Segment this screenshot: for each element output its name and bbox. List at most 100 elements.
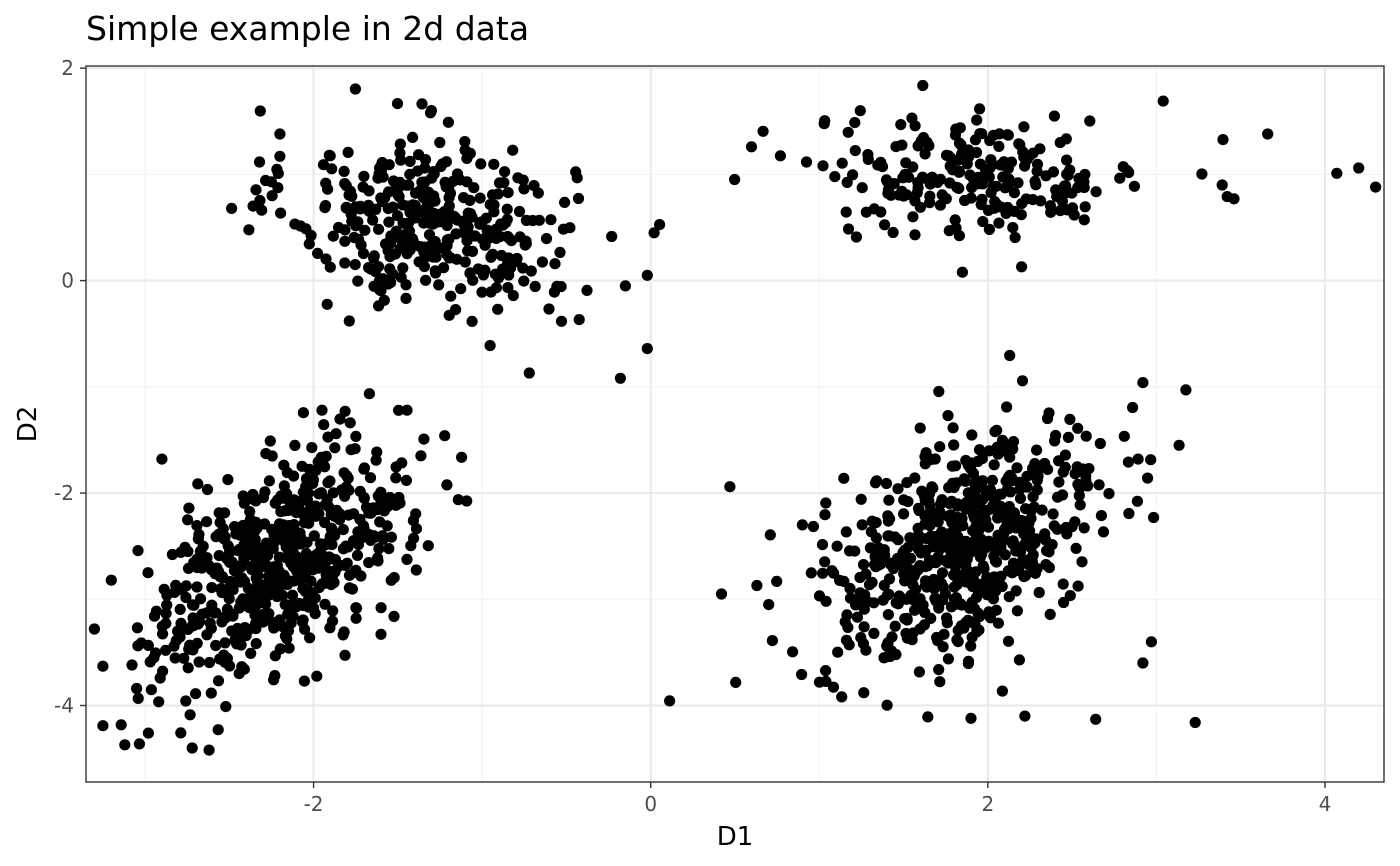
data-point [1010, 585, 1022, 597]
data-point [346, 583, 358, 595]
data-point [1137, 377, 1149, 389]
data-point [573, 314, 585, 326]
data-point [397, 262, 409, 274]
data-point [813, 590, 826, 602]
data-point [942, 410, 954, 422]
data-point [952, 624, 964, 637]
data-point [1036, 504, 1048, 516]
data-point [438, 262, 450, 274]
data-point [266, 561, 278, 573]
data-point [272, 167, 284, 179]
data-point [269, 650, 281, 662]
data-point [1093, 479, 1105, 491]
data-point [851, 611, 864, 623]
data-point [993, 580, 1006, 593]
data-point [1048, 520, 1060, 532]
data-point [861, 596, 874, 608]
data-point [339, 559, 351, 572]
data-point [949, 214, 961, 226]
data-point [858, 621, 870, 633]
data-point [339, 405, 351, 417]
data-point [426, 172, 438, 184]
data-point [1228, 193, 1240, 205]
data-point [485, 286, 497, 298]
data-point [856, 182, 868, 194]
data-point [909, 229, 921, 241]
data-point [350, 564, 362, 576]
data-point [338, 165, 350, 177]
data-point [849, 145, 861, 157]
data-point [850, 231, 863, 243]
data-point [157, 628, 169, 640]
data-point [1123, 507, 1135, 520]
data-point [223, 593, 235, 605]
data-point [730, 676, 742, 689]
data-point [459, 136, 471, 148]
data-point [259, 518, 271, 530]
data-point [745, 141, 758, 153]
data-point [193, 528, 205, 541]
data-point [169, 652, 181, 664]
data-point [1052, 491, 1064, 503]
data-point [910, 583, 922, 595]
data-point [882, 176, 894, 188]
data-point [766, 635, 779, 647]
data-point [354, 513, 366, 525]
data-point [343, 189, 355, 201]
data-point [1013, 138, 1025, 150]
data-point [993, 217, 1005, 229]
data-point [990, 536, 1003, 548]
data-point [956, 266, 969, 278]
data-point [401, 404, 413, 416]
data-point [394, 138, 406, 150]
data-point [895, 119, 907, 131]
data-point [205, 687, 217, 699]
data-point [983, 445, 995, 457]
data-point [142, 727, 154, 739]
data-point [917, 599, 929, 611]
data-point [395, 154, 407, 166]
data-point [962, 655, 975, 667]
data-point [148, 610, 161, 622]
data-point [455, 283, 467, 295]
data-point [820, 497, 832, 509]
data-point [1066, 187, 1078, 199]
data-point [390, 472, 402, 484]
data-point [1118, 430, 1130, 442]
data-point [1031, 484, 1043, 496]
data-point [884, 650, 896, 663]
data-point [1044, 608, 1056, 621]
data-point [186, 599, 199, 611]
data-point [523, 367, 535, 379]
data-point [1072, 422, 1084, 434]
data-point [358, 462, 370, 474]
data-point [880, 477, 893, 490]
data-point [860, 644, 872, 656]
data-point [319, 598, 331, 610]
data-point [184, 639, 196, 651]
data-point [971, 114, 983, 126]
data-point [299, 585, 312, 598]
data-point [858, 687, 870, 699]
data-point [340, 201, 352, 213]
data-point [966, 429, 978, 441]
data-point [326, 525, 339, 537]
data-point [751, 579, 763, 592]
data-point [408, 532, 420, 544]
data-point [970, 494, 982, 506]
data-point [283, 642, 295, 654]
data-point [192, 478, 204, 490]
data-point [391, 98, 404, 110]
data-point [914, 201, 927, 213]
data-point [385, 230, 397, 242]
data-point [359, 224, 371, 236]
data-point [882, 187, 894, 199]
data-point [325, 553, 337, 565]
data-point [303, 238, 315, 250]
data-point [965, 640, 977, 652]
data-point [929, 575, 941, 587]
data-point [459, 144, 471, 156]
data-point [203, 560, 215, 572]
data-point [1066, 521, 1078, 533]
data-point [472, 263, 484, 275]
